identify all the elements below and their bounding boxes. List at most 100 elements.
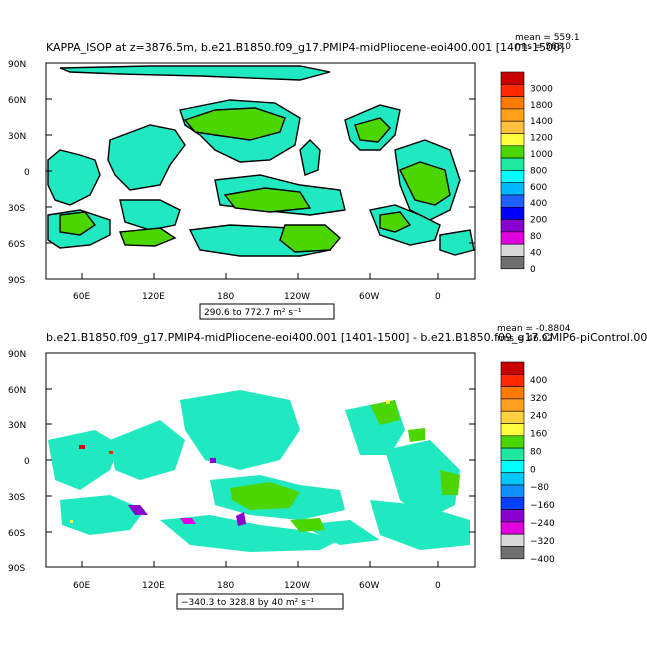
panel-1: KAPPA_ISOP at z=3876.5m, b.e21.B1850.f09…	[8, 33, 580, 320]
panel-1-lat-0: 0	[24, 168, 30, 178]
panel-1-colorbar-swatch-10	[500, 194, 525, 208]
panel-2-colorbar-swatch-8	[500, 460, 525, 473]
panel-1-colorbar-swatch-13	[500, 231, 525, 245]
panel-1-colorbar-label-8: 200	[530, 216, 547, 226]
panel-2-colorbar-swatch-10	[500, 484, 525, 498]
panel-2-lon-60e: 60E	[73, 581, 90, 591]
panel-1-colorbar-swatch-0	[500, 71, 525, 85]
panel-2-field	[48, 390, 470, 552]
panel-2-lat-60s: 60S	[8, 529, 25, 539]
panel-1-lat-60s: 60S	[8, 240, 25, 250]
panel-2-lon-60w: 60W	[359, 581, 379, 591]
panel-2-colorbar-label-7: −160	[530, 501, 555, 511]
panel-1-colorbar-label-5: 800	[530, 166, 547, 176]
panel-1-title: KAPPA_ISOP at z=3876.5m, b.e21.B1850.f09…	[46, 41, 564, 54]
panel-2-colorbar-swatch-5	[500, 423, 525, 437]
panel-1-mean: mean = 559.1	[515, 33, 580, 43]
panel-1-colorbar-swatch-14	[500, 243, 525, 257]
panel-1-colorbar-swatch-1	[500, 84, 525, 97]
panel-2-colorbar-swatch-1	[500, 373, 525, 387]
panel-2-range-label: −340.3 to 328.8 by 40 m² s⁻¹	[181, 598, 315, 608]
panel-1-colorbar-label-4: 1000	[530, 150, 553, 160]
panel-1-lon-120w: 120W	[284, 292, 310, 302]
panel-2-colorbar-label-4: 80	[530, 447, 542, 457]
panel-2-colorbar-swatch-12	[500, 509, 525, 523]
panel-1-colorbar-swatch-3	[500, 108, 525, 122]
panel-1-colorbar-label-1: 1800	[530, 101, 553, 111]
panel-2-lat-labels: 90N 60N 30N 0 30S 60S 90S	[8, 350, 30, 574]
panel-1-range-label: 290.6 to 772.7 m² s⁻¹	[204, 308, 302, 318]
panel-1-lat-30s: 30S	[8, 204, 25, 214]
panel-2-colorbar-label-10: −400	[530, 555, 555, 565]
panel-2-colorbar-label-6: −80	[530, 483, 549, 493]
panel-1-colorbar-label-9: 80	[530, 232, 542, 242]
panel-1-colorbar-label-3: 1200	[530, 134, 553, 144]
panel-1-colorbar-label-7: 400	[530, 199, 547, 209]
panel-2: b.e21.B1850.f09_g17.PMIP4-midPliocene-eo…	[8, 324, 647, 610]
panel-1-lat-90n: 90N	[8, 60, 26, 70]
panel-1-colorbar-swatch-8	[500, 170, 525, 183]
panel-1-colorbar-swatch-15	[500, 256, 525, 270]
panel-2-colorbar-label-8: −240	[530, 519, 555, 529]
panel-2-colorbar-swatch-4	[500, 410, 525, 424]
panel-2-colorbar-label-2: 240	[530, 412, 547, 422]
panel-2-positive-anomalies	[79, 400, 460, 532]
panel-2-lon-120w: 120W	[284, 581, 310, 591]
panel-2-lat-30s: 30S	[8, 493, 25, 503]
panel-2-colorbar: 400 320 240 160 80 0 −80 −160 −240 −320 −400	[500, 361, 555, 565]
panel-1-rms: rms = 568.0	[515, 42, 571, 52]
panel-2-colorbar-swatch-2	[500, 386, 525, 400]
panel-1-colorbar-label-0: 3000	[530, 84, 553, 94]
panel-2-colorbar-label-5: 0	[530, 465, 536, 475]
panel-1-lon-120e: 120E	[142, 292, 165, 302]
panel-2-colorbar-swatch-13	[500, 521, 525, 535]
panel-2-colorbar-label-1: 320	[530, 394, 547, 404]
panel-2-mean: mean = -0.8804	[497, 324, 571, 334]
panel-1-colorbar-label-6: 600	[530, 183, 547, 193]
panel-2-lat-90n: 90N	[8, 350, 26, 360]
panel-1-lat-labels: 90N 60N 30N 0 30S 60S 90S	[8, 60, 30, 286]
panel-2-negative-anomalies	[70, 458, 246, 526]
panel-1-colorbar-label-10: 40	[530, 248, 542, 258]
panel-2-title: b.e21.B1850.f09_g17.PMIP4-midPliocene-eo…	[46, 331, 647, 344]
panel-1-lon-labels: 60E 120E 180 120W 60W 0	[73, 292, 441, 302]
panel-1-lat-60n: 60N	[8, 96, 26, 106]
panel-2-colorbar-swatch-3	[500, 398, 525, 412]
panel-2-colorbar-swatch-15	[500, 546, 525, 560]
panel-1-lon-60e: 60E	[73, 292, 90, 302]
panel-1-lon-0: 0	[435, 292, 441, 302]
panel-2-lon-120e: 120E	[142, 581, 165, 591]
panel-2-lat-90s: 90S	[8, 564, 25, 574]
panel-1-colorbar-swatch-5	[500, 133, 525, 147]
panel-1-lon-60w: 60W	[359, 292, 379, 302]
panel-1-colorbar-swatch-9	[500, 182, 525, 196]
panel-2-lat-30n: 30N	[8, 421, 26, 431]
panel-1-colorbar-swatch-6	[500, 145, 525, 159]
panel-2-colorbar-label-3: 160	[530, 430, 547, 440]
panel-1-colorbar-swatch-7	[500, 157, 525, 171]
panel-1-colorbar-label-11: 0	[530, 265, 536, 275]
panel-2-colorbar-label-9: −320	[530, 537, 555, 547]
panel-2-colorbar-label-0: 400	[530, 376, 547, 386]
panel-2-colorbar-swatch-9	[500, 472, 525, 486]
panel-2-colorbar-swatch-6	[500, 435, 525, 449]
panel-2-colorbar-swatch-0	[500, 361, 525, 375]
panel-2-colorbar-swatch-11	[500, 496, 525, 510]
panel-1-lat-90s: 90S	[8, 276, 25, 286]
panel-2-colorbar-swatch-14	[500, 533, 525, 547]
panel-1-colorbar-swatch-11	[500, 207, 525, 220]
panel-2-lon-180: 180	[217, 581, 234, 591]
panel-2-rms: rms = 46.92	[497, 334, 553, 344]
panel-1-lat-30n: 30N	[8, 132, 26, 142]
panel-1-colorbar-label-2: 1400	[530, 117, 553, 127]
panel-2-lat-60n: 60N	[8, 386, 26, 396]
panel-1-high-values	[59, 107, 451, 253]
panel-2-lat-0: 0	[24, 457, 30, 467]
panel-1-lon-180: 180	[217, 292, 234, 302]
panel-2-lon-labels: 60E 120E 180 120W 60W 0	[73, 581, 441, 591]
panel-1-colorbar-swatch-4	[500, 120, 525, 134]
panel-1-colorbar-swatch-2	[500, 96, 525, 110]
panel-2-lon-0: 0	[435, 581, 441, 591]
